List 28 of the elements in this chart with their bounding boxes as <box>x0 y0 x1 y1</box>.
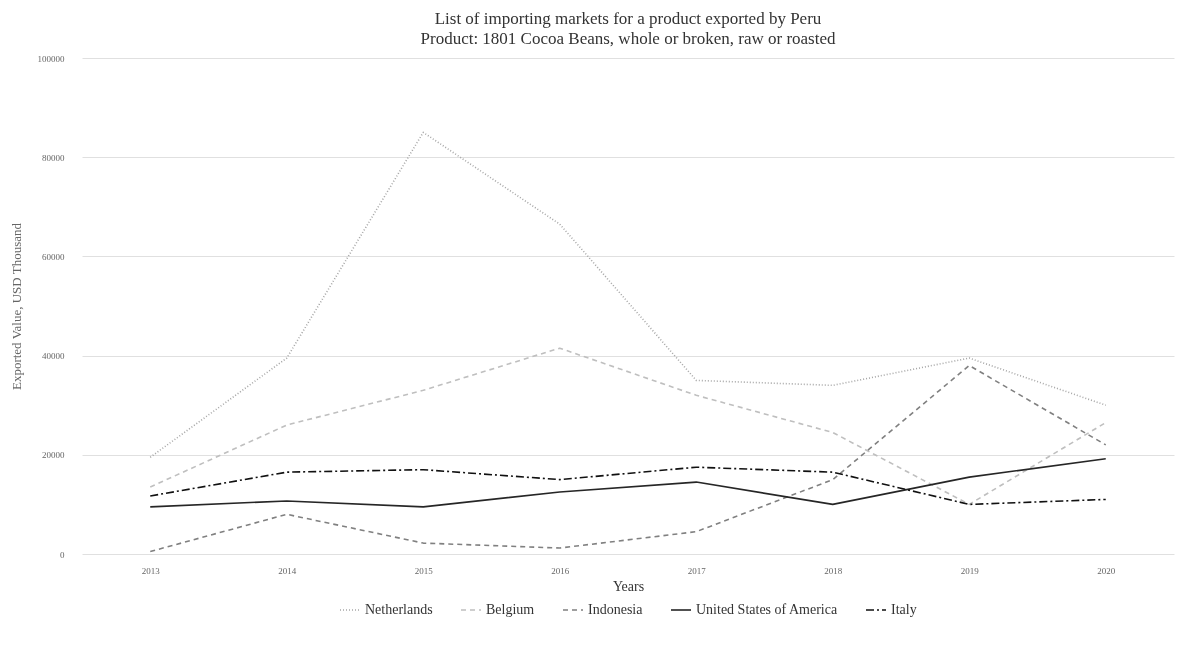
y-tick-label: 40000 <box>42 351 65 362</box>
y-tick-label: 60000 <box>42 251 65 262</box>
legend-label: Italy <box>891 602 917 617</box>
y-tick-label: 20000 <box>42 450 65 461</box>
x-tick-label: 2018 <box>824 565 843 576</box>
line-series <box>149 347 1107 506</box>
y-tick-label: 0 <box>60 549 65 560</box>
x-tick-label: 2019 <box>960 565 980 576</box>
legend-label: Belgium <box>486 602 535 617</box>
y-tick-label: 100000 <box>37 53 65 64</box>
line-series <box>149 364 1107 553</box>
legend-label: United States of America <box>696 602 838 617</box>
legend-label: Indonesia <box>588 602 644 617</box>
x-tick-label: 2020 <box>1097 565 1116 576</box>
line-series <box>149 466 1107 506</box>
legend-label: Netherlands <box>365 602 433 617</box>
line-series <box>149 131 1107 459</box>
x-axis-title: Years <box>612 578 645 594</box>
x-tick-label: 2014 <box>278 565 297 576</box>
x-tick-label: 2016 <box>551 565 570 576</box>
x-tick-label: 2017 <box>687 565 707 576</box>
y-tick-label: 80000 <box>42 152 65 163</box>
chart-title: List of importing markets for a product exported by Peru <box>434 9 822 28</box>
x-tick-label: 2013 <box>141 565 161 576</box>
chart-subtitle: Product: 1801 Cocoa Beans, whole or broken, raw or roasted <box>420 29 836 48</box>
y-axis-title: Exported Value, USD Thousand <box>8 222 24 391</box>
line-series <box>149 457 1107 508</box>
x-tick-label: 2015 <box>414 565 434 576</box>
